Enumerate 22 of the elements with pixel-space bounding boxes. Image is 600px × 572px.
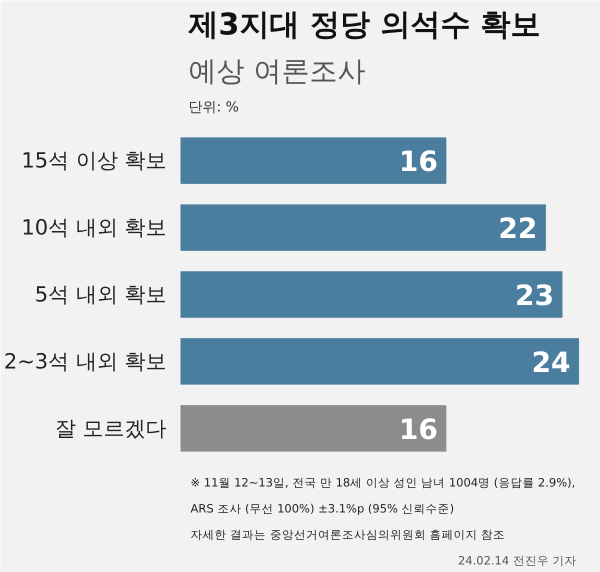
data-label: 16 <box>398 145 438 178</box>
data-label: 23 <box>514 279 554 312</box>
bar <box>180 204 546 251</box>
y-tick-label: 2~3석 내외 확보 <box>4 349 167 374</box>
data-label: 22 <box>498 212 538 246</box>
bar <box>180 338 580 385</box>
text: 자세한 결과는 중앙선거여론조사심의위원회 홈페이지 참조 <box>190 528 506 542</box>
bar <box>180 271 562 318</box>
data-label: 16 <box>398 412 438 446</box>
y-tick-label: 15석 이상 확보 <box>21 148 167 173</box>
text: ※ 11월 12~13일, 전국 만 18세 이상 성인 남녀 1004명 (응답률 2.9%), <box>190 476 576 490</box>
text: 24.02.14 전진우 기자 <box>458 554 577 568</box>
data-label: 24 <box>532 346 571 379</box>
bar <box>180 405 446 452</box>
bar <box>180 137 446 184</box>
chart-subtitle: 예상 여론조사 <box>188 54 366 88</box>
y-tick-label: 10석 내외 확보 <box>21 216 167 240</box>
y-tick-label: 잘 모르겠다 <box>54 416 167 440</box>
text: ARS 조사 (무선 100%) ±3.1%p (95% 신뢰수준) <box>190 502 454 516</box>
text: 단위: % <box>188 100 239 116</box>
chart-title: 제3지대 정당 의석수 확보 <box>188 8 541 42</box>
y-tick-label: 5석 내외 확보 <box>34 282 167 306</box>
